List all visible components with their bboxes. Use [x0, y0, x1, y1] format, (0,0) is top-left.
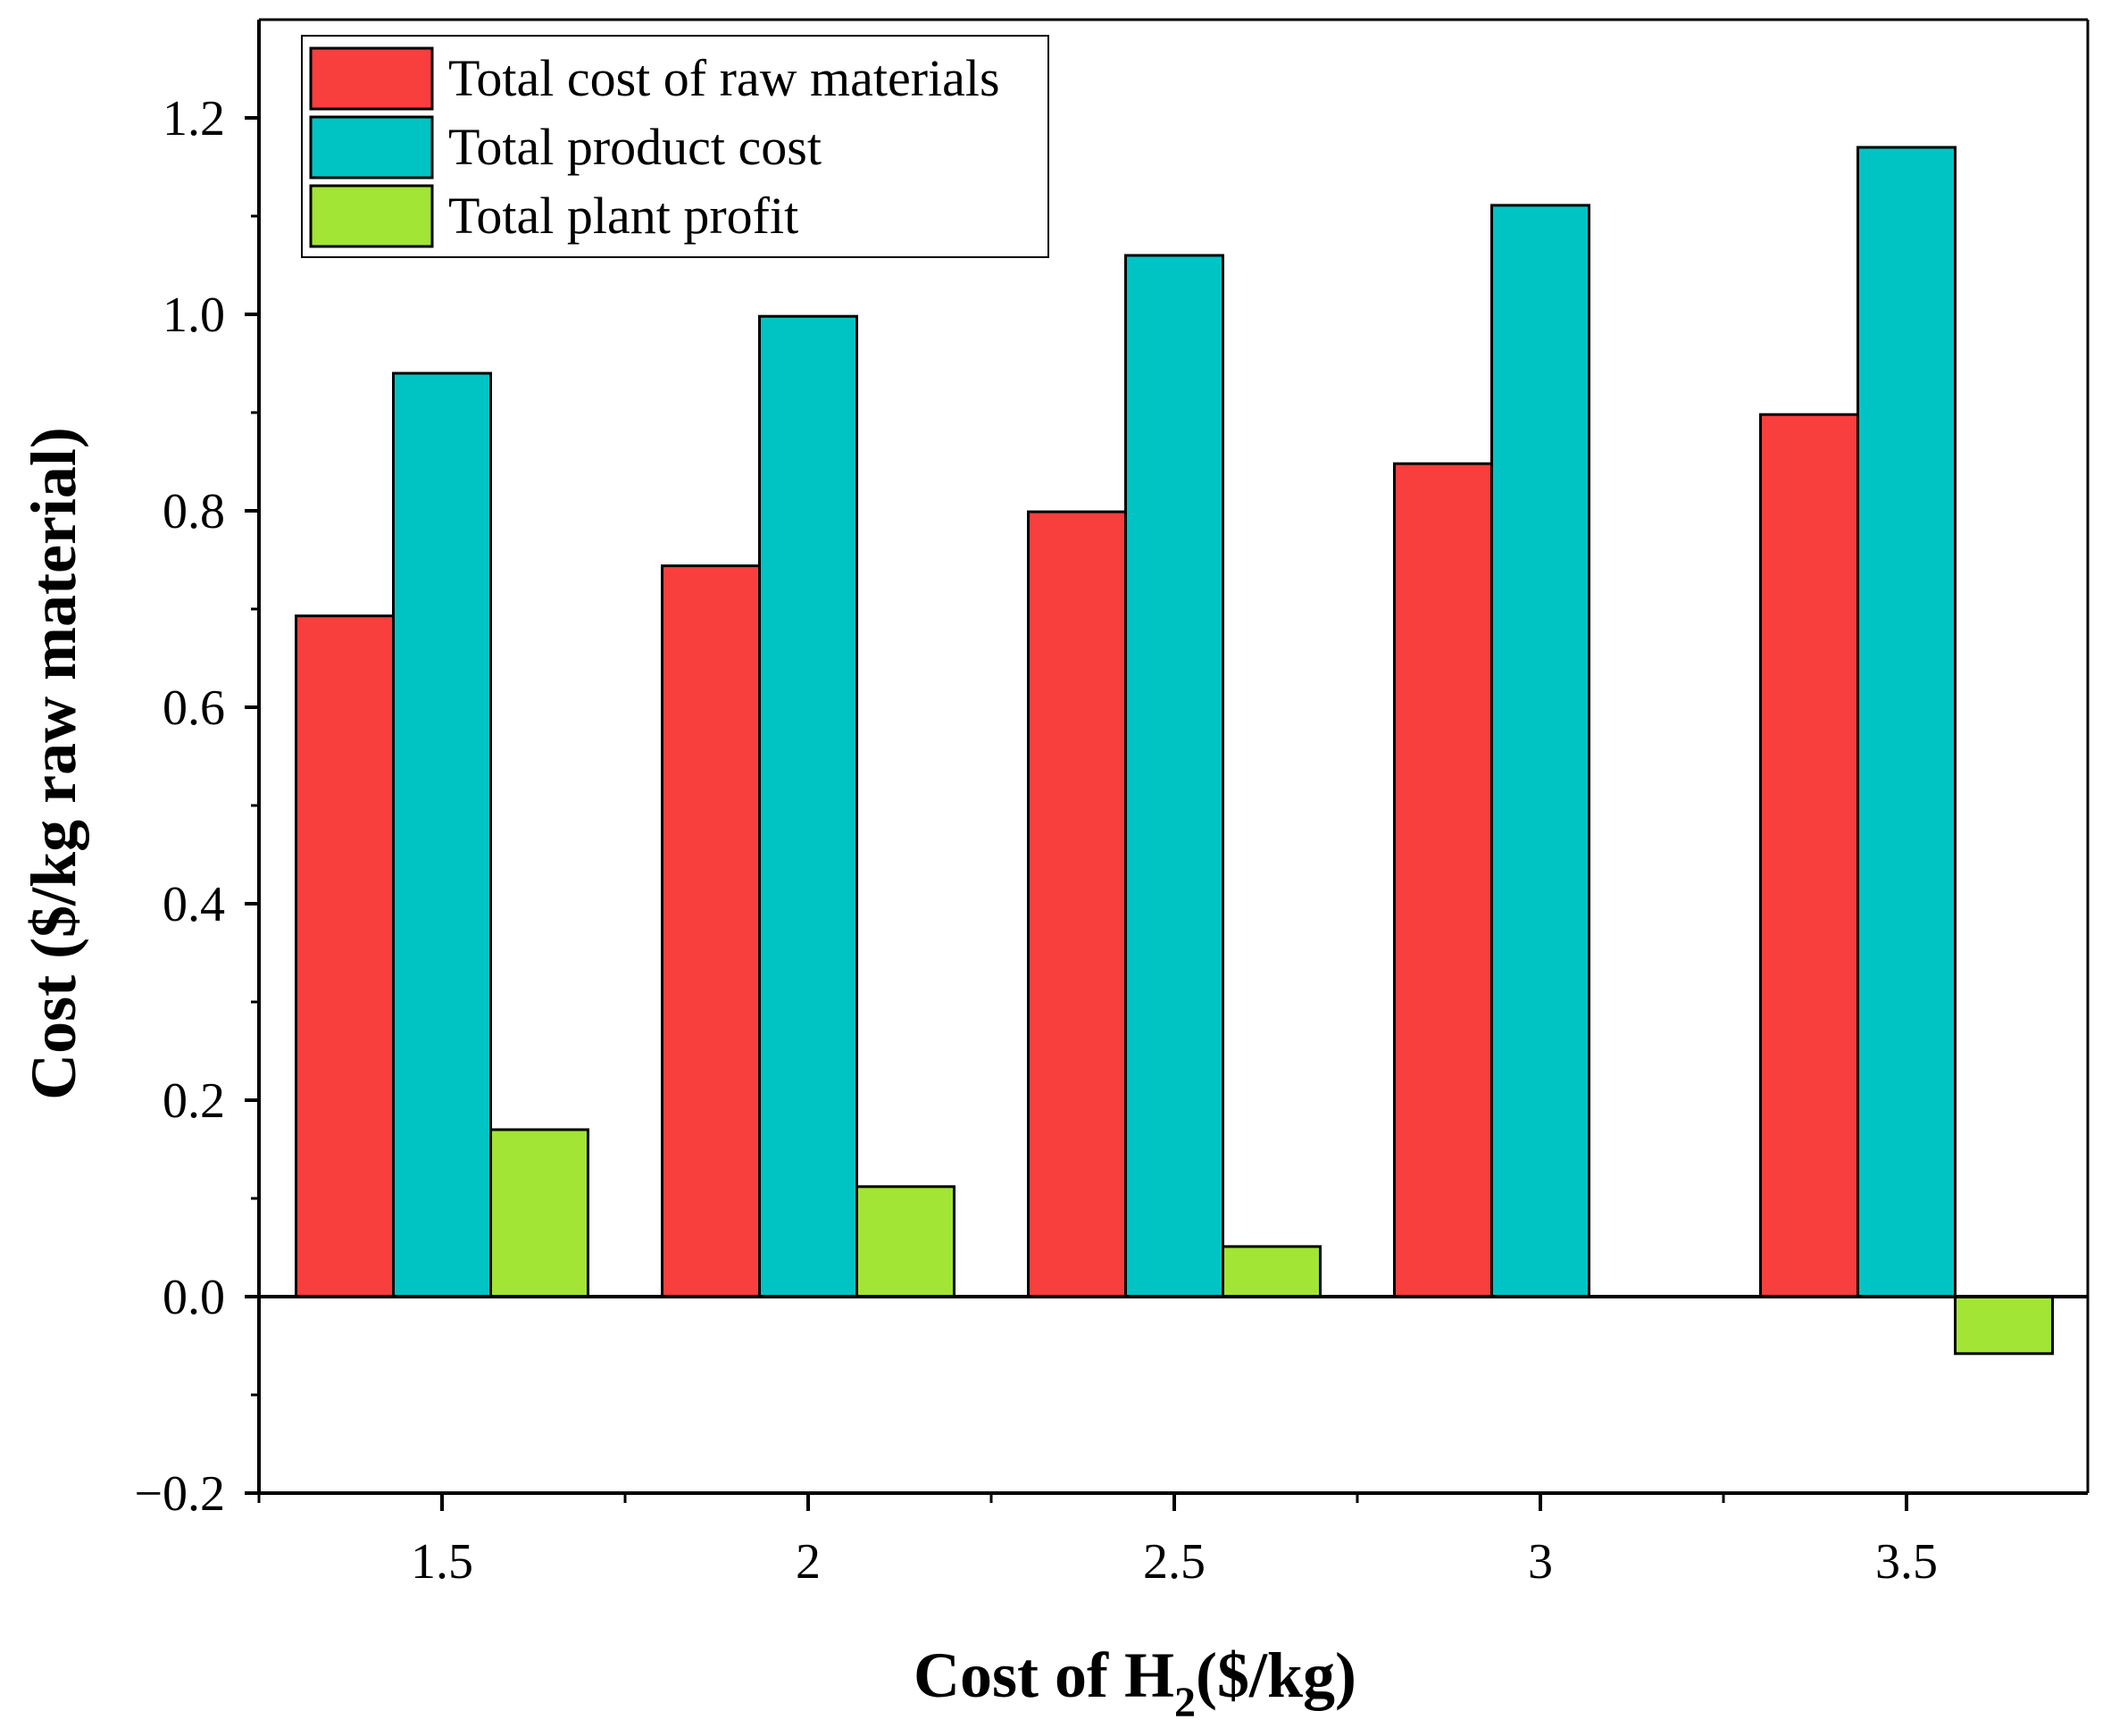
x-axis-title: Cost of H2($/kg) — [914, 1640, 1356, 1726]
bar-total-cost-of-raw-materials-2 — [661, 564, 761, 1298]
legend-label: Total product cost — [448, 118, 822, 176]
y-tick-label: 0.0 — [163, 1270, 225, 1325]
legend-swatch — [309, 46, 434, 111]
x-axis-title-main: Cost of H — [914, 1640, 1174, 1711]
bar-total-cost-of-raw-materials-3 — [1393, 462, 1493, 1298]
x-tick-label: 3.5 — [1875, 1534, 1938, 1590]
y-tick-label: 0.8 — [163, 484, 225, 539]
bar-total-product-cost-2-5 — [1124, 254, 1224, 1298]
legend-label: Total cost of raw materials — [448, 49, 1000, 107]
bar-total-cost-of-raw-materials-1-5 — [295, 614, 395, 1298]
x-tick-label: 1.5 — [411, 1534, 473, 1590]
x-tick-label: 2 — [796, 1534, 821, 1590]
x-tick-label: 3 — [1528, 1534, 1553, 1590]
y-tick-label: 0.6 — [163, 680, 225, 736]
bar-total-product-cost-3 — [1490, 204, 1590, 1298]
y-tick-label: −0.2 — [134, 1466, 225, 1522]
bar-total-product-cost-2 — [758, 314, 858, 1298]
bar-total-plant-profit-2 — [855, 1185, 955, 1298]
bar-total-cost-of-raw-materials-3-5 — [1759, 413, 1859, 1298]
x-axis-title-subscript: 2 — [1174, 1679, 1196, 1726]
legend-label: Total plant profit — [448, 187, 798, 245]
bar-total-plant-profit-2-5 — [1222, 1245, 1322, 1298]
x-axis-title-unit: ($/kg) — [1196, 1640, 1356, 1711]
legend-swatch — [309, 184, 434, 248]
y-tick-label: 1.0 — [163, 288, 225, 343]
bar-total-product-cost-1-5 — [392, 371, 492, 1298]
bar-total-plant-profit-1-5 — [489, 1128, 589, 1298]
x-tick-label: 2.5 — [1143, 1534, 1206, 1590]
bar-total-cost-of-raw-materials-2-5 — [1027, 510, 1127, 1298]
y-tick-label: 1.2 — [163, 91, 225, 146]
y-tick-label: 0.4 — [163, 877, 225, 932]
y-tick-label: 0.2 — [163, 1073, 225, 1129]
bar-total-plant-profit-3-5 — [1954, 1295, 2054, 1356]
bar-total-product-cost-3-5 — [1857, 146, 1957, 1298]
legend-swatch — [309, 115, 434, 179]
y-axis-title: Cost ($/kg raw material) — [18, 427, 89, 1100]
